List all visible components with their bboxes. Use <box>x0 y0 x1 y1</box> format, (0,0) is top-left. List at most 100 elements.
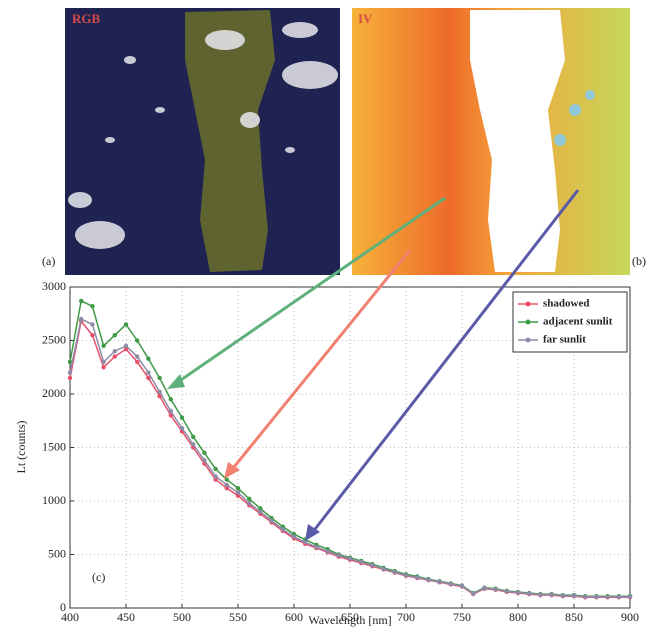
image-title: IV <box>358 11 373 26</box>
data-point <box>392 569 397 575</box>
data-point <box>560 593 565 598</box>
data-point <box>314 544 319 550</box>
data-point <box>504 589 509 594</box>
x-tick-label: 450 <box>117 610 135 624</box>
data-point <box>224 477 229 482</box>
data-point <box>67 359 73 365</box>
data-point <box>168 413 173 418</box>
data-point <box>168 397 173 402</box>
legend-label: adjacent sunlit <box>543 316 613 328</box>
data-point <box>381 566 386 572</box>
data-point <box>135 354 140 359</box>
data-point <box>191 442 196 447</box>
data-point <box>168 408 173 414</box>
data-point <box>191 434 196 439</box>
data-point <box>135 338 140 343</box>
data-point <box>213 477 218 482</box>
x-tick-label: 400 <box>61 610 79 624</box>
data-point <box>437 579 442 584</box>
x-tick-label: 550 <box>229 610 247 624</box>
data-point <box>79 298 84 304</box>
data-point <box>336 553 341 558</box>
data-point <box>459 583 465 589</box>
data-point <box>515 590 521 595</box>
x-tick-label: 900 <box>621 610 639 624</box>
data-point <box>247 500 252 506</box>
data-point <box>101 365 106 370</box>
data-point <box>235 493 241 498</box>
data-point <box>605 594 610 599</box>
data-point <box>67 375 73 381</box>
data-point <box>258 506 263 511</box>
x-tick-label: 750 <box>453 610 471 624</box>
legend: shadowed adjacent sunlit far sunlit <box>512 291 628 353</box>
data-point <box>370 563 375 568</box>
data-point <box>448 581 453 587</box>
panel-label: (c) <box>92 570 105 584</box>
data-point <box>359 559 364 565</box>
legend-marker <box>525 337 531 343</box>
y-tick-label: 1000 <box>42 493 66 507</box>
data-point <box>179 426 185 431</box>
data-point <box>202 458 207 463</box>
x-axis-label: Wavelength [nm] <box>308 613 391 627</box>
data-point <box>258 509 263 514</box>
plot-frame <box>69 286 631 609</box>
data-point <box>157 375 162 381</box>
data-point <box>415 575 420 580</box>
data-point <box>527 591 532 596</box>
y-tick-label: 500 <box>48 546 66 560</box>
data-point <box>549 592 554 597</box>
y-tick-label: 3000 <box>42 279 66 293</box>
data-point <box>235 490 241 495</box>
data-point <box>403 573 409 578</box>
rgb-image <box>65 8 340 275</box>
data-point <box>224 485 229 491</box>
data-point <box>303 539 308 545</box>
data-point <box>112 349 118 354</box>
data-point <box>213 466 218 472</box>
x-tick-label: 600 <box>285 610 303 624</box>
data-point <box>247 496 252 502</box>
y-tick-label: 2000 <box>42 386 66 400</box>
x-tick-label: 700 <box>397 610 415 624</box>
image-title: RGB <box>72 11 101 26</box>
legend-marker <box>525 319 531 325</box>
data-point <box>627 594 633 599</box>
x-tick-label: 500 <box>173 610 191 624</box>
data-point <box>157 389 162 395</box>
data-point <box>112 332 118 338</box>
data-point <box>79 316 84 322</box>
y-axis-label: Lt (counts) <box>14 421 28 474</box>
x-tick-label: 650 <box>341 610 359 624</box>
data-point <box>583 594 588 599</box>
data-point <box>538 592 543 597</box>
data-point <box>347 556 353 561</box>
legend-label: far sunlit <box>543 334 586 346</box>
data-point <box>325 549 330 554</box>
data-point <box>224 482 229 488</box>
data-point <box>571 593 577 598</box>
legend-marker <box>525 301 531 307</box>
data-point <box>146 375 151 381</box>
data-point <box>426 577 431 582</box>
panel-label: (b) <box>632 254 646 268</box>
data-point <box>616 594 621 599</box>
data-point <box>67 370 73 375</box>
data-point <box>90 304 95 309</box>
data-point <box>135 359 140 365</box>
data-point <box>123 322 129 327</box>
chart: 0 500 1000 1500 2000 2500 3000 400 450 500 550 600 6… <box>42 279 639 624</box>
x-tick-label: 800 <box>509 610 527 624</box>
y-tick-label: 0 <box>60 600 66 614</box>
arrows <box>167 189 580 541</box>
legend-label: shadowed <box>543 298 589 310</box>
data-point <box>112 354 118 359</box>
y-tick-label: 2500 <box>42 332 66 346</box>
data-point <box>90 322 95 327</box>
data-point <box>235 485 241 491</box>
data-point <box>291 534 297 540</box>
panel-label: (a) <box>42 254 55 268</box>
data-point <box>594 594 599 599</box>
